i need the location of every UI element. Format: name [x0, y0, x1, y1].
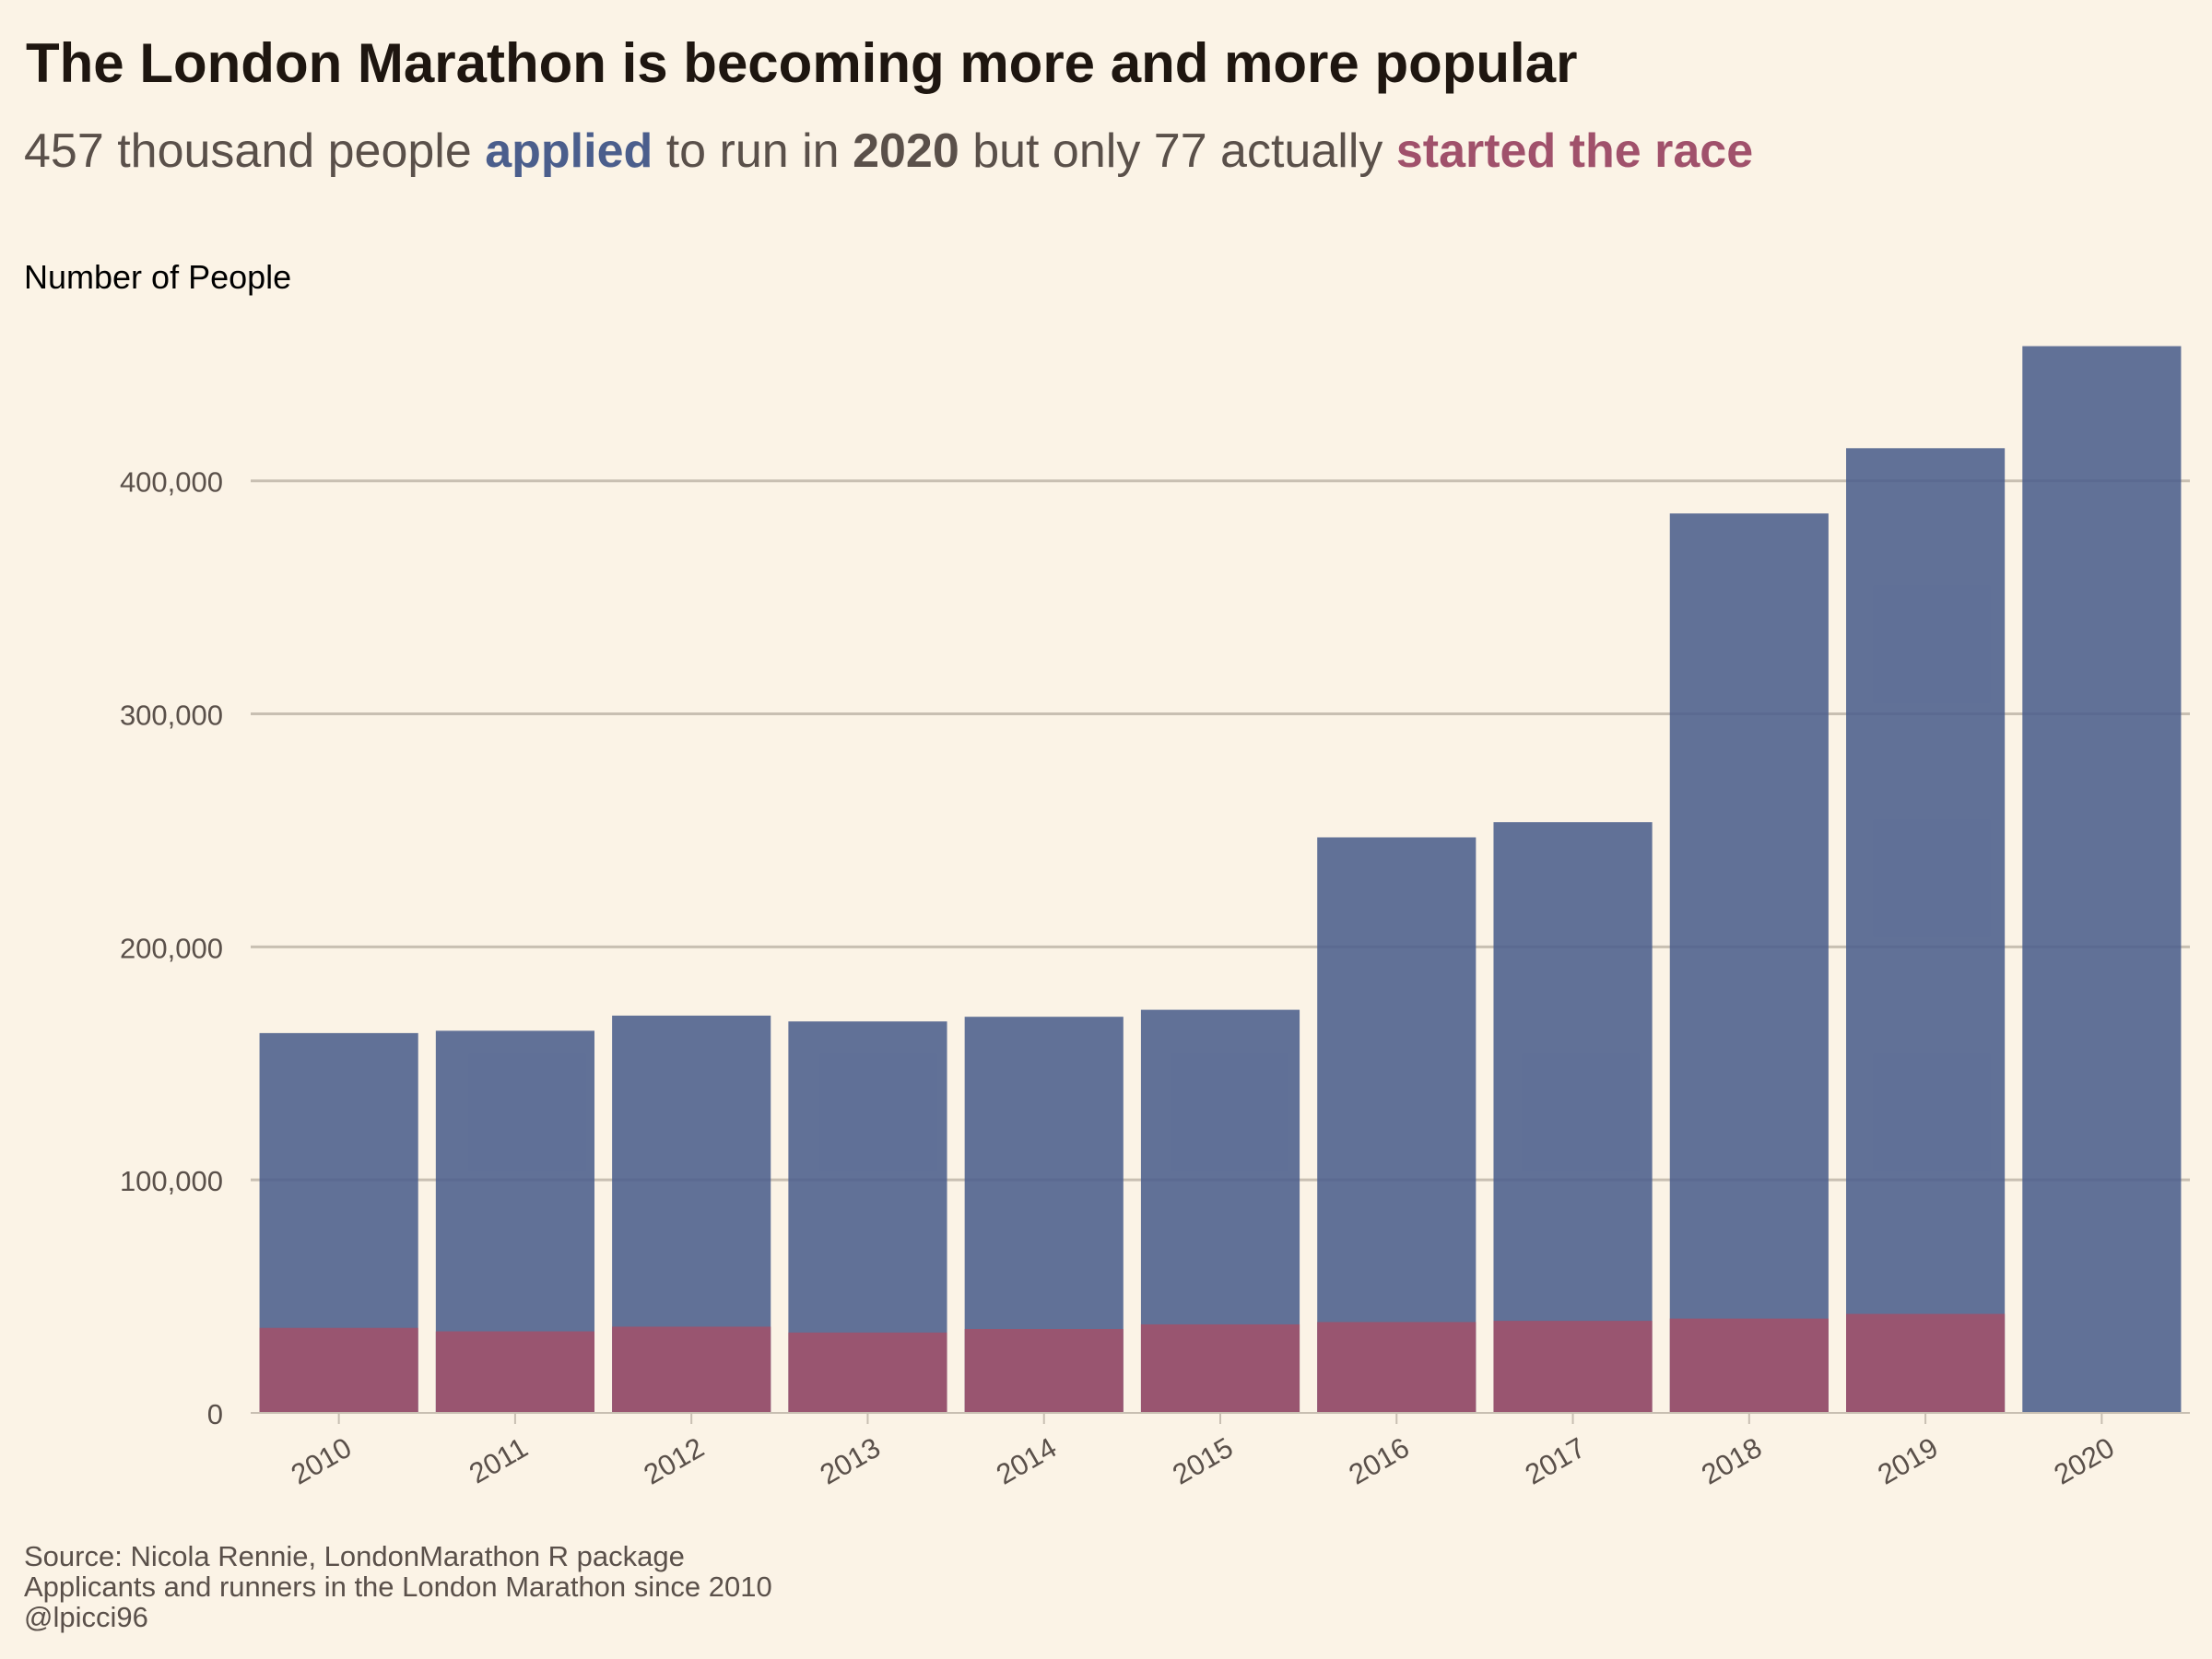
chart-title: The London Marathon is becoming more and… [26, 32, 1578, 94]
x-tick-label: 2011 [464, 1431, 533, 1490]
bar-applied [1317, 837, 1477, 1413]
x-tick-label: 2016 [1344, 1431, 1415, 1491]
bar-started [964, 1328, 1124, 1413]
bar-started [1669, 1318, 1829, 1413]
y-tick-label: 300,000 [120, 700, 223, 732]
subtitle-applied: applied [485, 124, 653, 178]
subtitle-text-3: but only 77 actually [959, 124, 1396, 178]
x-tick-label: 2013 [815, 1431, 886, 1491]
caption-author: @lpicci96 [24, 1601, 148, 1633]
y-tick-label: 100,000 [120, 1165, 223, 1197]
y-tick-label: 400,000 [120, 466, 223, 499]
caption-source: Source: Nicola Rennie, LondonMarathon R … [24, 1540, 685, 1572]
subtitle-text-1: 457 thousand people [24, 124, 486, 178]
caption-description: Applicants and runners in the London Mar… [24, 1571, 772, 1603]
bar-applied [2022, 346, 2182, 1414]
subtitle-text-2: to run in [653, 124, 853, 178]
bar-started [435, 1331, 594, 1413]
bar-applied [1669, 513, 1829, 1413]
bar-started [612, 1326, 771, 1413]
bar-applied [1493, 822, 1653, 1413]
x-tick-label: 2010 [286, 1431, 357, 1491]
subtitle-started: started the race [1395, 124, 1754, 178]
x-tick-label: 2019 [1872, 1431, 1943, 1491]
x-tick-label: 2020 [2049, 1431, 2120, 1491]
bar-started [259, 1327, 418, 1413]
x-tick-label: 2017 [1520, 1431, 1591, 1491]
x-tick-label: 2012 [638, 1431, 709, 1491]
y-tick-label: 200,000 [120, 932, 223, 964]
bar-started [788, 1332, 947, 1413]
bar-started [1317, 1322, 1477, 1413]
subtitle-year: 2020 [853, 124, 959, 178]
bar-started [1493, 1321, 1653, 1413]
bar-started [1140, 1324, 1300, 1413]
x-tick-label: 2015 [1167, 1431, 1238, 1491]
x-tick-label: 2014 [991, 1431, 1062, 1491]
chart-subtitle: 457 thousand people applied to run in 20… [24, 124, 1753, 179]
bar-started [1846, 1313, 2006, 1413]
y-axis-label: Number of People [24, 258, 292, 296]
x-tick-label: 2018 [1696, 1431, 1767, 1491]
chart-caption: Source: Nicola Rennie, LondonMarathon R … [24, 1541, 772, 1632]
y-tick-label: 0 [207, 1398, 223, 1430]
bar-applied [1846, 448, 2006, 1413]
